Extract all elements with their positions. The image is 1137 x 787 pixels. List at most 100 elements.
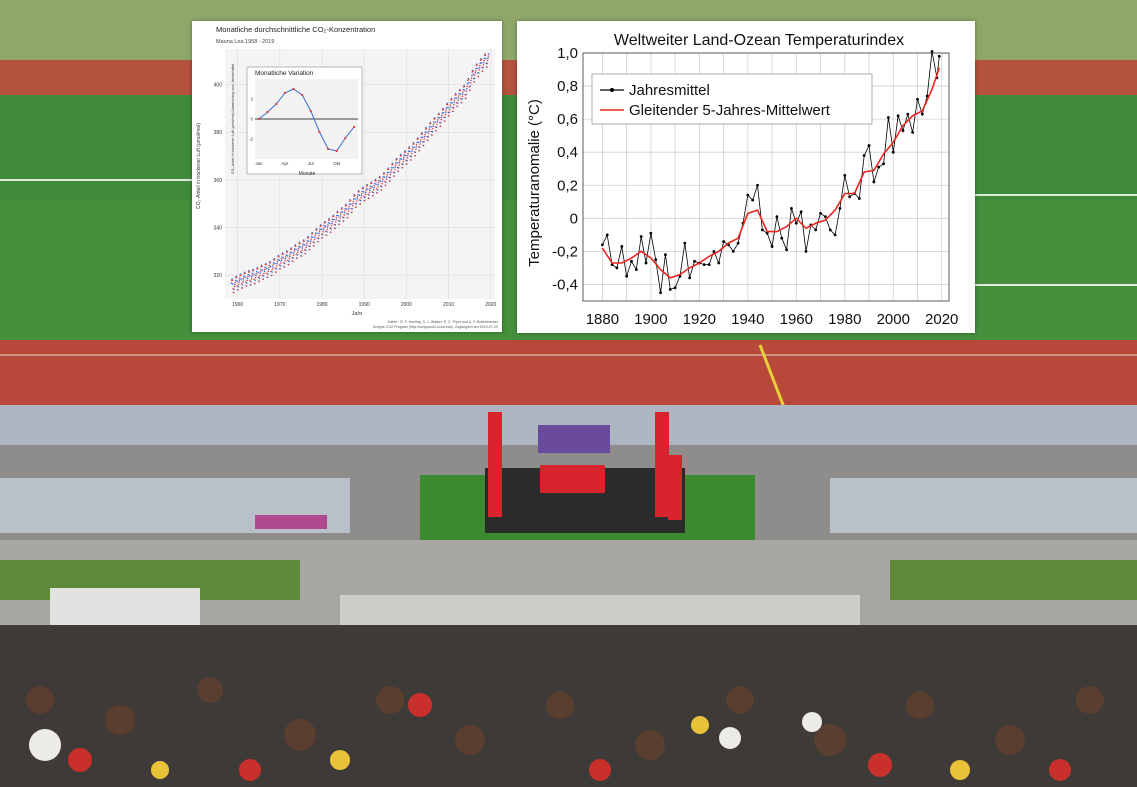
co2-data-point xyxy=(428,128,431,130)
co2-data-point xyxy=(324,225,327,228)
co2-data-point xyxy=(255,272,258,275)
temp-annual-point xyxy=(760,228,764,232)
co2-data-point xyxy=(293,250,296,252)
temp-annual-point xyxy=(785,248,789,252)
temp-x-tick-label: 2000 xyxy=(877,311,910,328)
co2-y-axis-label: CO₂-Anteil in trockener Luft (µmol/mol) xyxy=(196,123,202,209)
co2-data-point xyxy=(292,260,294,263)
co2-data-point xyxy=(292,254,295,256)
co2-data-point xyxy=(233,291,235,294)
co2-data-point xyxy=(406,156,409,159)
co2-data-point xyxy=(458,95,460,97)
co2-data-point xyxy=(464,89,466,91)
co2-data-point xyxy=(455,93,457,96)
temp-annual-point xyxy=(775,215,779,219)
co2-data-point xyxy=(396,162,399,164)
co2-data-point xyxy=(483,57,486,60)
co2-data-point xyxy=(320,225,322,227)
co2-data-point xyxy=(279,265,282,267)
temp-y-tick-label: 0 xyxy=(570,210,578,227)
co2-data-point xyxy=(427,132,430,135)
temp-annual-point xyxy=(736,241,740,245)
co2-data-point xyxy=(387,168,390,170)
co2-data-point xyxy=(445,107,448,109)
co2-data-point xyxy=(339,217,341,219)
co2-data-point xyxy=(272,264,274,266)
co2-data-point xyxy=(432,125,434,128)
co2-data-point xyxy=(336,214,338,217)
co2-data-point xyxy=(452,110,454,112)
co2-data-point xyxy=(254,276,257,279)
co2-data-point xyxy=(343,214,345,216)
co2-data-point xyxy=(445,111,447,113)
co2-data-point xyxy=(383,172,386,175)
co2-data-point xyxy=(423,135,426,138)
co2-data-point xyxy=(358,194,361,197)
co2-x-tick-label: 2000 xyxy=(401,302,412,308)
temp-smoothed-series xyxy=(601,67,941,279)
co2-data-point xyxy=(453,99,456,102)
co2-x-tick-label: 1990 xyxy=(359,302,370,308)
co2-data-point xyxy=(364,193,367,196)
co2-data-point xyxy=(301,247,304,249)
co2-data-point xyxy=(276,263,278,265)
co2-data-point xyxy=(352,200,355,203)
co2-data-point xyxy=(415,148,417,150)
co2-data-point xyxy=(461,98,463,100)
co2-data-point xyxy=(438,113,440,116)
temp-y-tick-label: -0,2 xyxy=(552,243,578,260)
co2-data-point xyxy=(360,196,362,199)
co2-data-point xyxy=(268,266,270,269)
co2-data-point xyxy=(355,203,358,205)
temp-annual-point xyxy=(906,112,910,116)
co2-data-point xyxy=(408,147,411,149)
temp-annual-point xyxy=(882,162,885,166)
co2-data-point xyxy=(301,245,304,247)
co2-data-point xyxy=(290,247,292,249)
co2-data-point xyxy=(331,220,333,223)
temp-legend-box xyxy=(591,73,873,125)
co2-data-point xyxy=(398,162,401,164)
temp-annual-point xyxy=(891,150,895,154)
co2-data-point xyxy=(329,222,331,225)
co2-data-point xyxy=(409,150,411,153)
co2-data-point xyxy=(281,252,284,254)
temp-smoothed-line xyxy=(601,67,941,279)
temp-annual-point xyxy=(823,215,827,219)
co2-data-point xyxy=(463,85,466,88)
co2-data-point xyxy=(364,196,366,199)
co2-inset-point xyxy=(292,87,295,91)
co2-data-point xyxy=(282,262,285,264)
co2-data-point xyxy=(293,252,295,254)
co2-data-point xyxy=(260,268,262,271)
co2-data-point xyxy=(254,282,256,285)
co2-data-point xyxy=(240,274,242,277)
co2-data-point xyxy=(435,126,438,128)
co2-data-point xyxy=(386,173,388,176)
co2-data-point xyxy=(250,281,252,283)
co2-data-point xyxy=(469,85,472,87)
co2-data-point xyxy=(275,268,278,270)
co2-data-point xyxy=(479,64,481,67)
co2-data-point xyxy=(325,234,328,236)
co2-data-point xyxy=(308,248,311,251)
co2-data-point xyxy=(459,89,461,92)
co2-data-point xyxy=(335,216,338,219)
co2-data-point xyxy=(471,74,473,77)
co2-inset-point xyxy=(309,109,312,113)
co2-data-point xyxy=(394,168,396,171)
co2-data-point xyxy=(466,87,468,90)
co2-data-point xyxy=(393,175,395,177)
temp-x-tick-labels: 1880 1900 1920 1940 1960 1980 2000 2020 xyxy=(586,311,959,328)
co2-data-point xyxy=(298,245,300,247)
co2-chart-subtitle: Mauna Loa 1958 - 2019 xyxy=(216,39,274,45)
co2-data-point xyxy=(360,194,363,197)
co2-data-point xyxy=(247,275,249,278)
co2-data-point xyxy=(483,59,485,62)
co2-inset-point xyxy=(335,149,338,153)
co2-data-point xyxy=(234,283,236,286)
co2-data-point xyxy=(477,75,480,78)
co2-credit-line-1: Daten : R. F. Keeling, S. J. Walker, S. … xyxy=(388,320,499,324)
co2-data-point xyxy=(478,69,480,71)
co2-data-point xyxy=(314,236,316,238)
